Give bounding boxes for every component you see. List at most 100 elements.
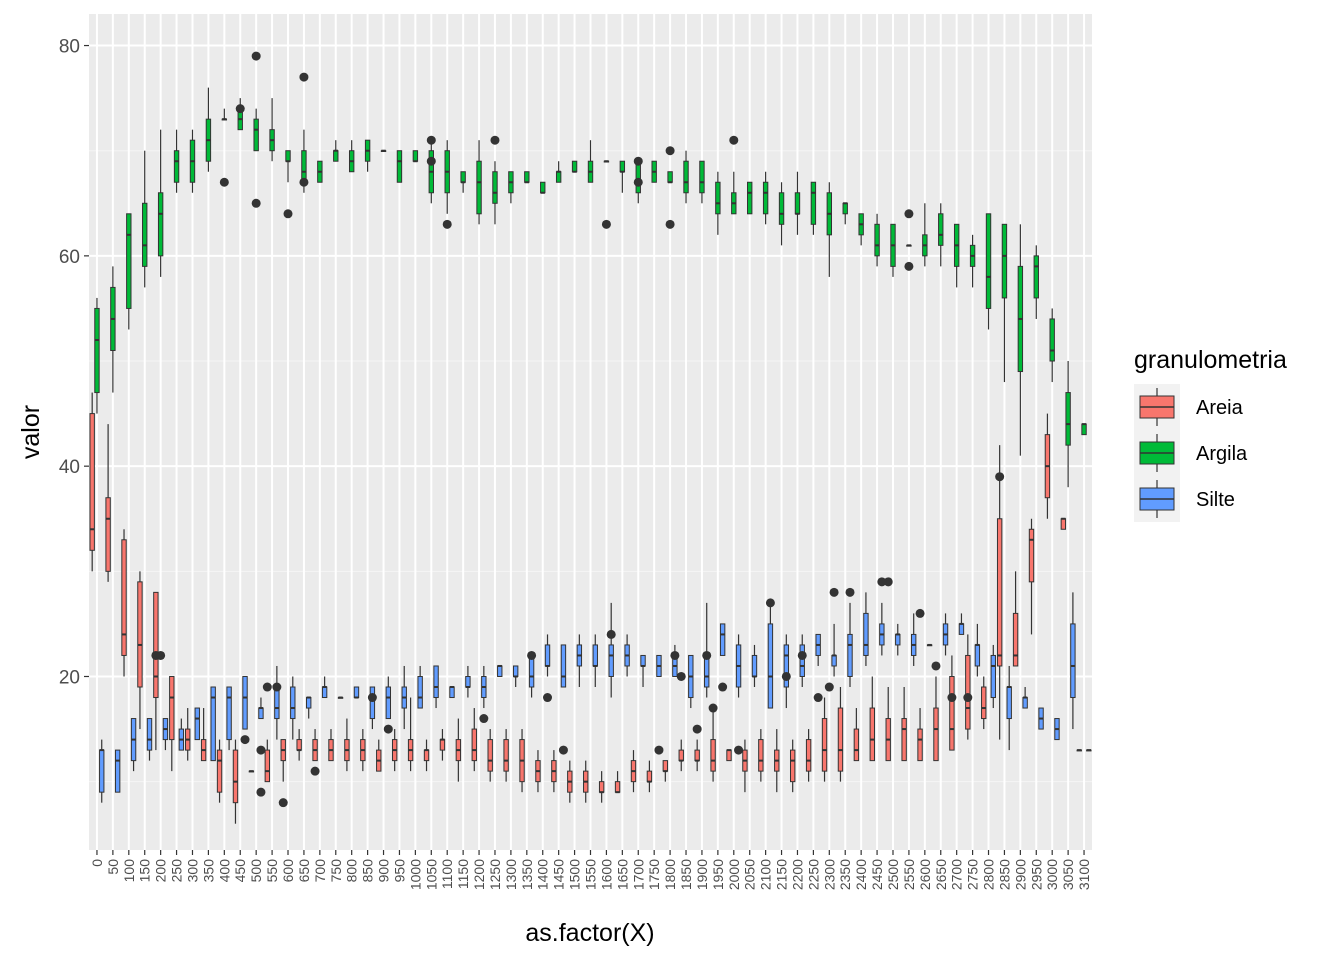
box (157, 192, 164, 257)
boxplot-argila-900 (380, 149, 387, 153)
boxplot-argila-800 (348, 140, 355, 173)
boxplot-areia-2250 (805, 729, 812, 782)
x-tick-label: 1650 (614, 859, 630, 890)
boxplot-silte-250 (178, 718, 185, 751)
box (719, 623, 726, 656)
boxplot-areia-1000 (407, 697, 414, 772)
box (258, 707, 264, 720)
outlier-point (729, 135, 739, 145)
boxplot-areia-950 (391, 729, 398, 772)
boxplot-argila-3100 (1081, 423, 1087, 436)
box (767, 623, 774, 709)
boxplot-silte-2900 (1022, 687, 1028, 709)
boxplot-areia-350 (200, 708, 207, 762)
box (1060, 518, 1067, 530)
box (571, 160, 578, 173)
x-tick-label: 2700 (949, 859, 965, 890)
boxplot-areia-1250 (487, 729, 493, 782)
boxplot-silte-750 (337, 696, 344, 699)
boxplot-silte-450 (242, 675, 248, 730)
box (699, 160, 705, 194)
outlier-point (676, 671, 686, 681)
box (917, 728, 923, 762)
outlier-point (490, 135, 500, 145)
boxplot-argila-50 (110, 266, 116, 393)
boxplot-argila-300 (189, 129, 196, 193)
x-tick-label: 3000 (1044, 859, 1060, 890)
box (678, 749, 684, 762)
boxplot-areia-150 (137, 571, 143, 730)
boxplot-argila-1400 (540, 181, 546, 194)
box (895, 633, 901, 646)
box (662, 760, 669, 772)
x-tick-label: 1500 (567, 859, 583, 890)
boxplot-argila-0 (94, 297, 100, 414)
box (933, 707, 939, 762)
outlier-point (426, 135, 436, 145)
boxplot-silte-2050 (751, 644, 758, 688)
boxplot-areia-2900 (1012, 571, 1019, 667)
box (1081, 423, 1087, 436)
x-tick-label: 3100 (1076, 859, 1092, 890)
x-tick-label: 1050 (423, 859, 439, 890)
boxplot-argila-1450 (555, 161, 562, 183)
outlier-point (543, 693, 553, 703)
outlier-point (797, 650, 807, 660)
boxplot-argila-2300 (826, 182, 833, 277)
outlier-point (219, 177, 229, 187)
x-tick-label: 500 (248, 859, 264, 883)
x-tick-label: 2550 (901, 859, 917, 890)
boxplot-silte-2000 (735, 634, 742, 698)
box (232, 749, 239, 804)
boxplot-areia-2850 (996, 445, 1003, 740)
boxplot-areia-1050 (423, 739, 430, 772)
box (598, 781, 605, 793)
boxplot-silte-2250 (815, 633, 821, 666)
box (794, 192, 801, 215)
boxplot-silte-2800 (990, 644, 996, 709)
box (296, 739, 302, 751)
outlier-point (995, 472, 1005, 482)
boxplot-silte-2650 (942, 613, 949, 656)
y-tick-label: 40 (59, 457, 80, 478)
boxplot-silte-200 (162, 718, 169, 751)
box (635, 160, 641, 194)
legend: granulometria Areia Argila Silte (1134, 346, 1287, 522)
box (210, 686, 216, 762)
boxplot-silte-1000 (417, 665, 423, 709)
boxplot-areia-200 (153, 591, 159, 751)
box (847, 633, 853, 677)
box (592, 644, 598, 667)
boxplot-areia-100 (121, 529, 127, 677)
box (667, 171, 673, 183)
outlier-point (256, 787, 266, 797)
boxplot-areia-2450 (869, 676, 875, 762)
boxplot-silte-900 (385, 676, 392, 720)
x-axis-title: as.factor(X) (525, 919, 654, 947)
boxplot-silte-2750 (974, 623, 981, 677)
boxplot-silte-0 (99, 739, 105, 803)
grid-lines (89, 14, 1092, 850)
boxplot-silte-1150 (465, 665, 471, 698)
boxplot-argila-500 (253, 108, 259, 152)
box (146, 718, 153, 751)
boxplot-silte-100 (130, 718, 137, 772)
outlier-point (479, 714, 489, 724)
boxplot-areia-600 (280, 739, 286, 782)
boxplot-areia-700 (312, 729, 318, 762)
box (1070, 623, 1076, 699)
boxplot-areia-1550 (583, 760, 589, 803)
boxplot-argila-1750 (651, 160, 657, 183)
boxplot-areia-2550 (901, 687, 907, 762)
series-areia (89, 392, 1082, 824)
box (783, 644, 790, 688)
boxplot-argila-1300 (508, 171, 514, 204)
outlier-point (310, 766, 320, 776)
boxplot-areia-900 (376, 739, 382, 772)
boxplot-argila-3050 (1065, 361, 1071, 488)
x-tick-label: 300 (184, 859, 200, 883)
x-tick-label: 650 (296, 859, 312, 883)
boxplot-argila-2350 (842, 202, 848, 225)
box (863, 612, 869, 656)
